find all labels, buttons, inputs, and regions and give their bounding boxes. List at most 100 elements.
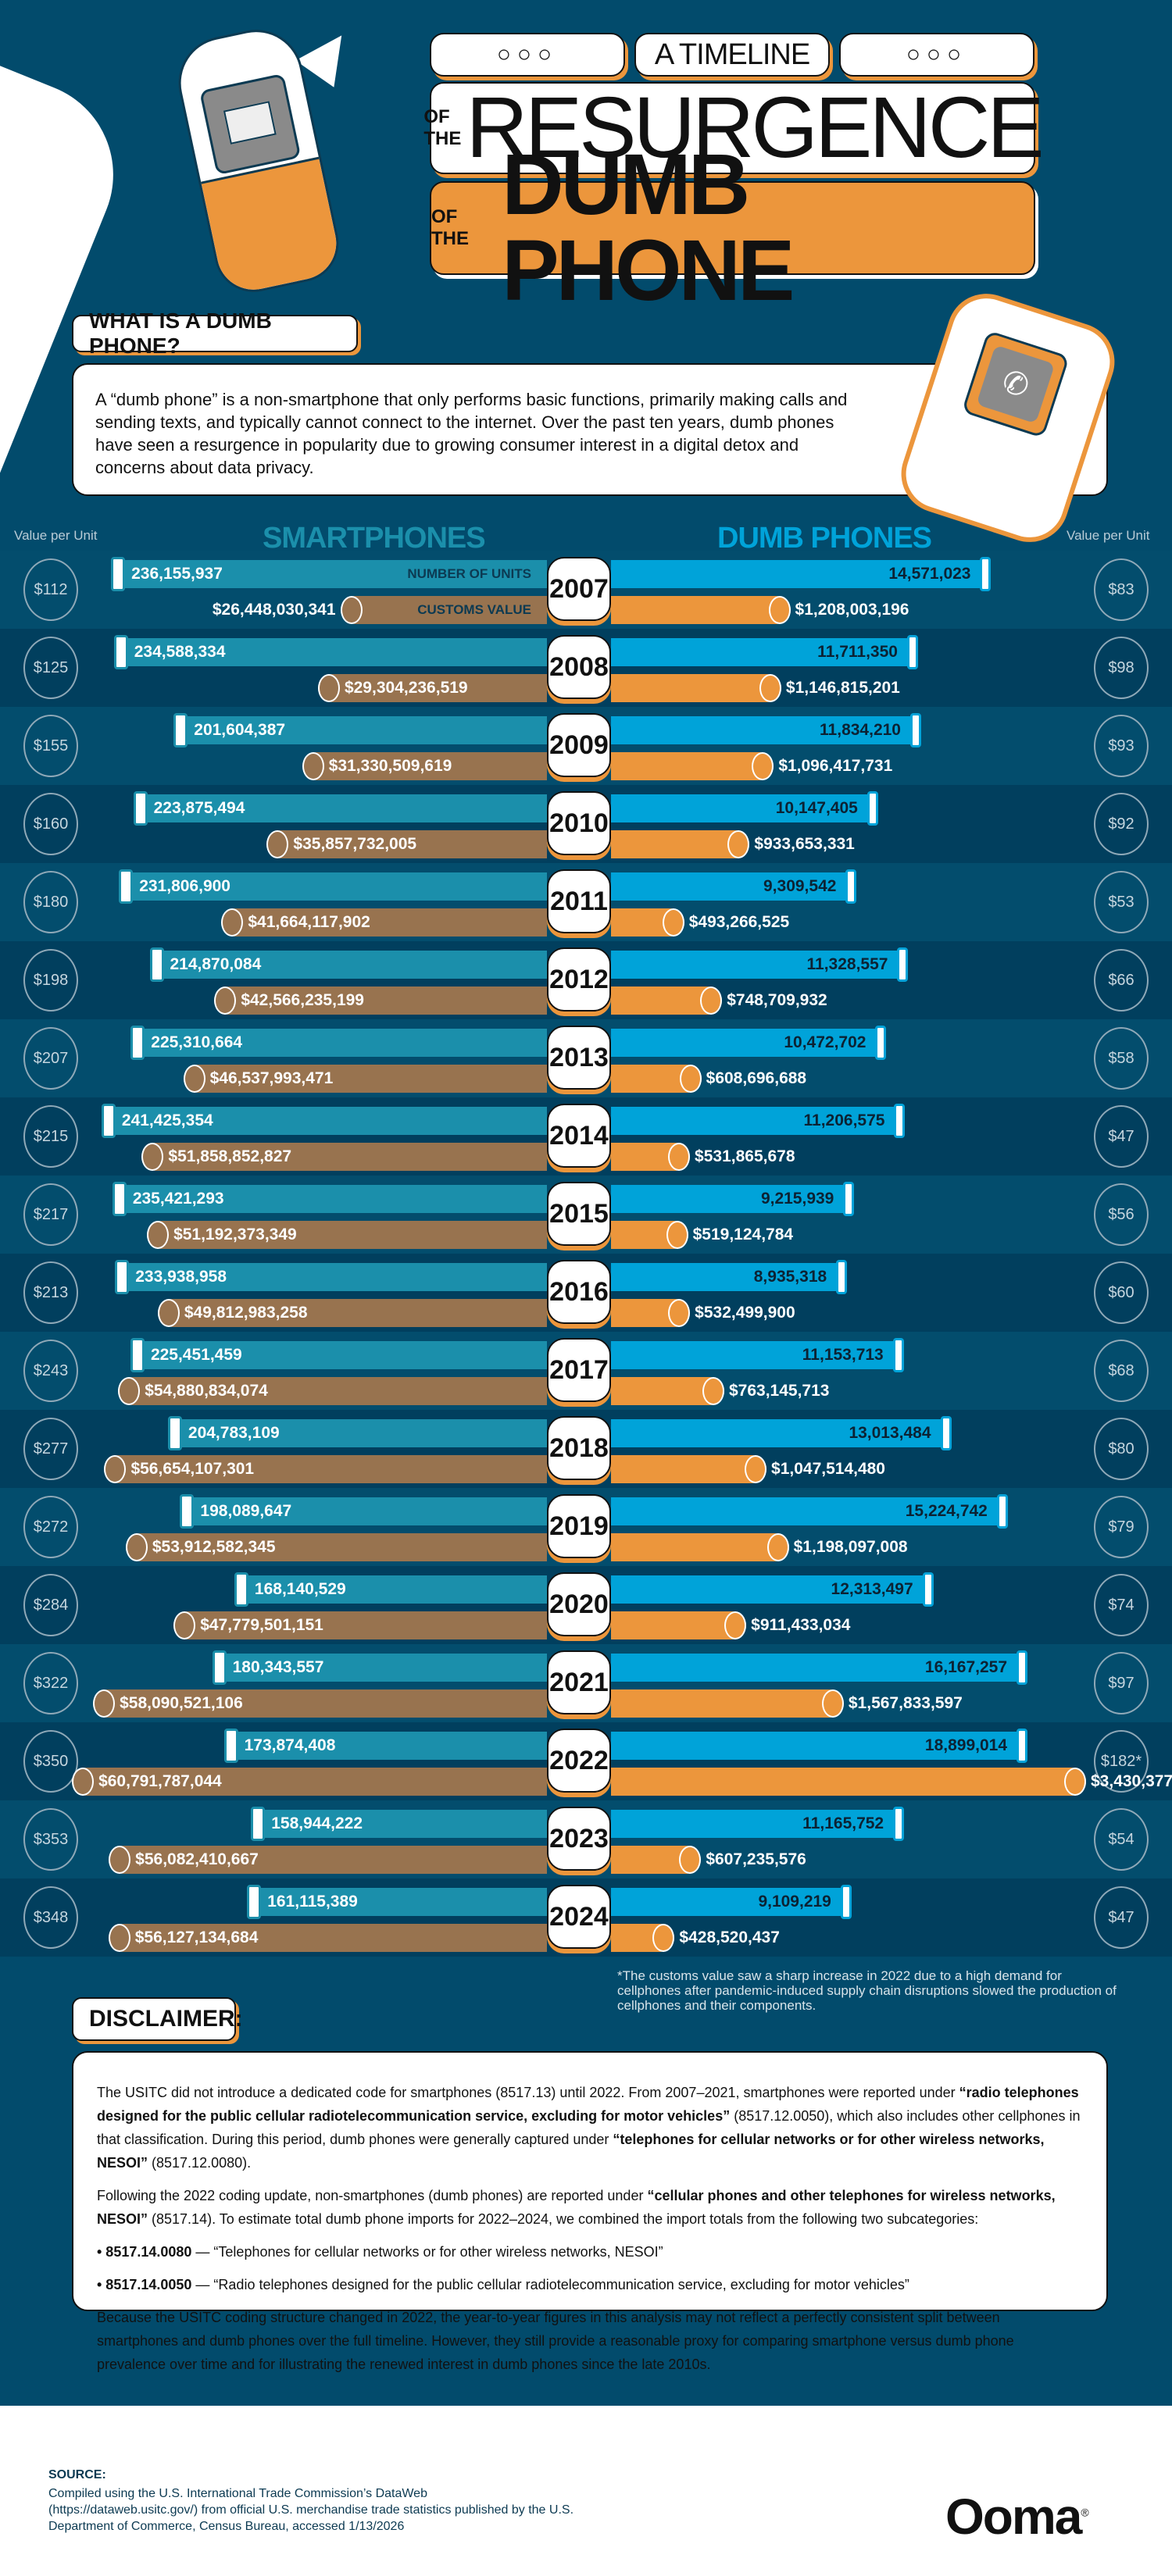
smart-vpu-text: $284 [33, 1596, 69, 1614]
year-text: 2016 [549, 1276, 609, 1307]
smart-customs-bar [183, 1065, 547, 1093]
units-legend-left: NUMBER OF UNITS [407, 566, 531, 581]
smart-units-bar [175, 1419, 547, 1447]
year-badge: 2007 [547, 557, 611, 621]
dumb-units-bar [611, 1185, 847, 1213]
dumb-units-bar [611, 1029, 879, 1057]
dumb-phone-icon [922, 1572, 934, 1607]
dumb-value-per-unit: $98 [1094, 637, 1149, 699]
dumb-units-label: 18,899,014 [924, 1736, 1007, 1754]
year-badge: 2019 [547, 1494, 611, 1558]
text: — “Telephones for cellular networks or f… [191, 2244, 663, 2260]
timeline-row-2020: $284 $74 168,140,529 $47,779,501,151 12,313,… [0, 1566, 1172, 1644]
year-text: 2008 [549, 651, 609, 682]
coin-icon [668, 1143, 691, 1171]
smart-vpu-text: $213 [33, 1283, 69, 1301]
coin-icon [727, 830, 750, 858]
smart-units-bar [123, 1263, 547, 1291]
timeline-row-2015: $217 $56 235,421,293 $51,192,373,349 9,215,9… [0, 1176, 1172, 1254]
coin-icon [214, 987, 237, 1015]
dumb-vpu-text: $58 [1108, 1049, 1134, 1067]
smart-units-label: 158,944,222 [271, 1814, 363, 1832]
coin-icon [141, 1143, 164, 1171]
year-badge: 2017 [547, 1338, 611, 1402]
smart-customs-label: $42,566,235,199 [241, 991, 364, 1009]
timeline-row-2008: $125 $98 234,588,334 $29,304,236,519 11,711,… [0, 629, 1172, 707]
smart-units-bar [255, 1888, 547, 1916]
smart-units-bar [127, 872, 547, 901]
dumb-phone-icon [840, 1885, 852, 1919]
smart-units-label: 198,089,647 [200, 1502, 292, 1520]
smartphone-icon [115, 1260, 130, 1294]
smart-units-label: 231,806,900 [139, 877, 230, 895]
year-text: 2012 [549, 964, 609, 994]
smartphone-icon [101, 1104, 116, 1138]
coin-icon [221, 908, 244, 937]
text: The USITC did not introduce a dedicated … [97, 2085, 959, 2100]
smart-customs-label: $56,082,410,667 [135, 1850, 259, 1868]
timeline-row-2017: $243 $68 225,451,459 $54,880,834,074 11,153,… [0, 1332, 1172, 1410]
dumb-value-per-unit: $182* [1094, 1730, 1149, 1793]
dumb-units-label: 15,224,742 [905, 1502, 988, 1520]
dumb-phone-icon [940, 1416, 952, 1450]
dumb-units-label: 11,834,210 [820, 721, 901, 739]
smartphone-icon [251, 1807, 266, 1841]
title-mid: OF THE RESURGENCE [423, 82, 1045, 174]
smart-customs-bar [214, 987, 547, 1015]
coin-icon [702, 1377, 724, 1405]
smartphone-icon [130, 1026, 145, 1060]
smart-value-per-unit: $272 [23, 1496, 78, 1558]
smart-value-per-unit: $207 [23, 1027, 78, 1090]
dumb-phone-icon [996, 1494, 1008, 1529]
smart-units-label: 161,115,389 [267, 1893, 358, 1911]
year-badge: 2009 [547, 713, 611, 777]
smart-customs-label: $58,090,521,106 [120, 1694, 243, 1712]
dumb-value-per-unit: $56 [1094, 1183, 1149, 1246]
dumb-vpu-text: $92 [1108, 815, 1134, 833]
dumb-units-label: 9,215,939 [760, 1190, 834, 1208]
dumb-vpu-text: $53 [1108, 893, 1134, 911]
title-dots-right: ○○○ [839, 33, 1034, 77]
coin-icon [1064, 1768, 1086, 1796]
timeline-row-2022: $350 $182* 173,874,408 $60,791,787,044 18,89… [0, 1722, 1172, 1800]
smart-customs-bar [266, 830, 547, 858]
coin-icon [266, 830, 289, 858]
year-text: 2022 [549, 1745, 609, 1775]
coin-icon [724, 1611, 747, 1639]
smart-value-per-unit: $215 [23, 1105, 78, 1168]
smart-vpu-text: $125 [33, 658, 69, 676]
flip-phone-illustration: ✆ [891, 284, 1125, 552]
dumb-customs-label: $493,266,525 [688, 913, 790, 931]
dumb-phone-icon [892, 1338, 904, 1372]
smartphone-icon [247, 1885, 262, 1919]
smart-value-per-unit: $353 [23, 1808, 78, 1871]
dumb-units-label: 16,167,257 [924, 1658, 1007, 1676]
intro-heading: WHAT IS A DUMB PHONE? [72, 309, 358, 358]
year-text: 2018 [549, 1432, 609, 1463]
smart-units-bar [231, 1732, 547, 1760]
smart-value-per-unit: $277 [23, 1418, 78, 1480]
dumb-units-label: 9,309,542 [763, 877, 837, 895]
dumb-value-per-unit: $92 [1094, 793, 1149, 855]
dumb-vpu-text: $54 [1108, 1830, 1134, 1848]
smart-customs-bar [93, 1689, 547, 1718]
smart-units-bar [120, 1185, 547, 1213]
smart-customs-label: $35,857,732,005 [293, 835, 417, 853]
logo-text: Ooma [945, 2489, 1082, 2545]
coin-icon [679, 1846, 702, 1874]
dumb-units-label: 11,153,713 [802, 1346, 884, 1364]
dumb-phone-icon [894, 1104, 906, 1138]
year-text: 2007 [549, 573, 609, 604]
smart-vpu-text: $322 [33, 1674, 69, 1692]
dumb-units-bar [611, 1497, 1000, 1525]
smartphone-icon [149, 947, 164, 982]
smart-units-bar [241, 1575, 547, 1604]
text: Following the 2022 coding update, non-sm… [97, 2188, 648, 2203]
smart-value-per-unit: $213 [23, 1261, 78, 1324]
dumb-customs-label: $763,145,713 [728, 1382, 830, 1400]
text: “radio telephones designed for the publi… [97, 2085, 1079, 2124]
smart-customs-label: $56,654,107,301 [130, 1460, 255, 1478]
coin-icon [752, 752, 774, 780]
of-the-text: OF THE [423, 106, 462, 149]
smart-units-bar [188, 1497, 547, 1525]
